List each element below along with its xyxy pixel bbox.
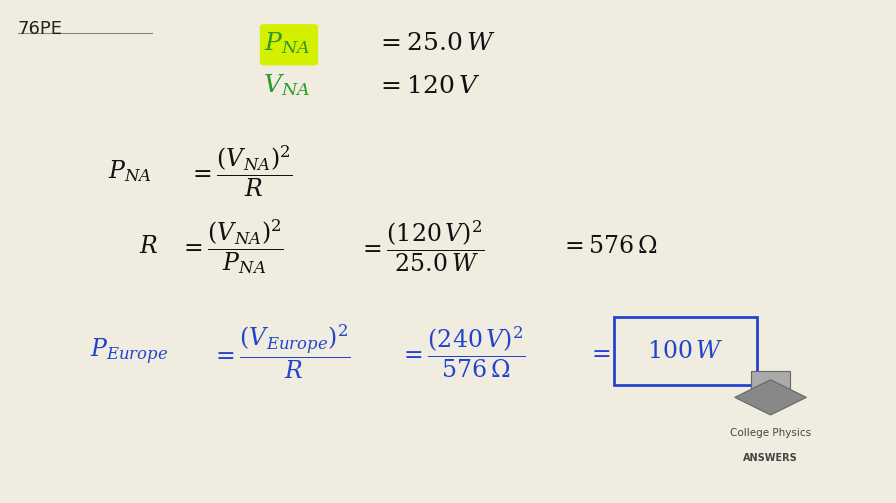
Text: $P_{NA}$: $P_{NA}$ xyxy=(263,30,310,56)
Text: $= 576\,\Omega$: $= 576\,\Omega$ xyxy=(560,234,658,259)
Text: $R$: $R$ xyxy=(139,234,159,259)
Text: $P_{Europe}$: $P_{Europe}$ xyxy=(90,337,168,367)
Text: $= \dfrac{(V_{NA})^2}{P_{NA}}$: $= \dfrac{(V_{NA})^2}{P_{NA}}$ xyxy=(179,217,284,276)
Text: $P_{NA}$: $P_{NA}$ xyxy=(108,158,151,184)
Text: $= 25.0\,W$: $= 25.0\,W$ xyxy=(376,31,495,55)
Text: $= \dfrac{(V_{NA})^2}{R}$: $= \dfrac{(V_{NA})^2}{R}$ xyxy=(188,143,293,199)
Text: College Physics: College Physics xyxy=(730,428,811,438)
Text: $V_{NA}$: $V_{NA}$ xyxy=(263,72,310,99)
Text: ANSWERS: ANSWERS xyxy=(743,453,798,463)
Text: $= 120\,V$: $= 120\,V$ xyxy=(376,73,480,98)
FancyBboxPatch shape xyxy=(260,24,318,65)
FancyBboxPatch shape xyxy=(614,317,757,385)
Text: 76PE: 76PE xyxy=(18,20,63,38)
Text: $= \dfrac{(120\,V)^2}{25.0\,W}$: $= \dfrac{(120\,V)^2}{25.0\,W}$ xyxy=(358,219,485,274)
Polygon shape xyxy=(751,371,790,393)
Polygon shape xyxy=(735,380,806,415)
Text: $= \dfrac{(V_{Europe})^2}{R}$: $= \dfrac{(V_{Europe})^2}{R}$ xyxy=(211,323,349,381)
Text: $100\,W$: $100\,W$ xyxy=(647,339,724,363)
Text: $= \dfrac{(240\,V)^2}{576\,\Omega}$: $= \dfrac{(240\,V)^2}{576\,\Omega}$ xyxy=(399,324,525,380)
Text: $=$: $=$ xyxy=(587,340,610,364)
